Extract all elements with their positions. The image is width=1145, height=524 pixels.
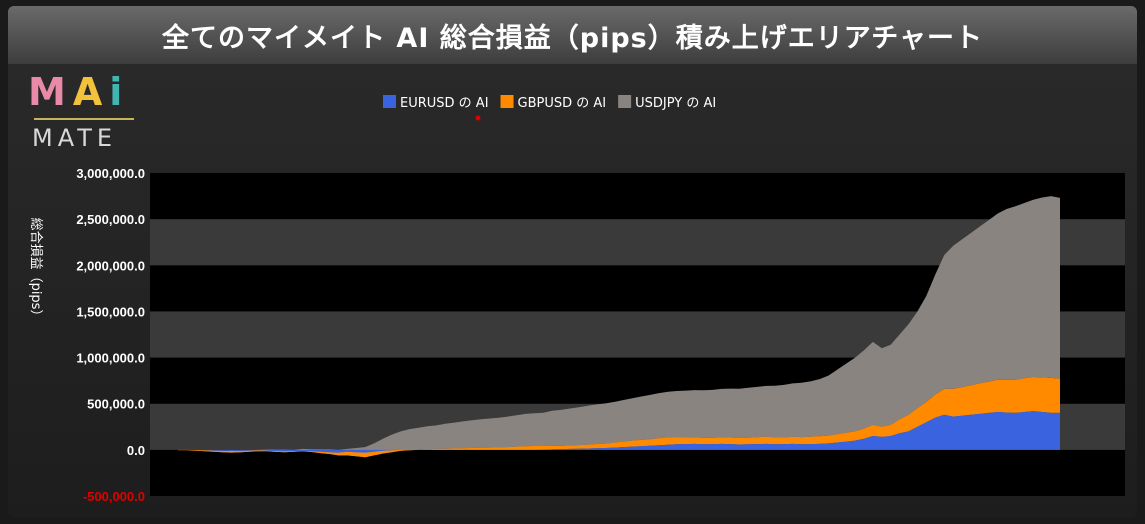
legend-swatch bbox=[618, 95, 632, 108]
logo-i: i bbox=[109, 70, 130, 114]
y-tick-label: -500,000.0 bbox=[83, 489, 145, 504]
y-tick-label: 2,000,000.0 bbox=[76, 258, 145, 273]
logo-rule bbox=[34, 118, 134, 120]
legend-label: USDJPY の AI bbox=[635, 96, 716, 111]
y-tick-label: 1,000,000.0 bbox=[76, 351, 145, 366]
series-area-usdjpy bbox=[178, 196, 1060, 458]
y-axis-label: 総合損益（pips） bbox=[28, 218, 43, 323]
legend-label: EURUSD の AI bbox=[400, 96, 489, 111]
legend-label: GBPUSD の AI bbox=[518, 96, 607, 111]
maimate-logo: MAi MATE bbox=[28, 72, 148, 152]
legend-swatch bbox=[500, 95, 514, 108]
logo-a: A bbox=[72, 70, 110, 114]
logo-m: M bbox=[28, 70, 73, 114]
y-tick-label: 0.0 bbox=[127, 443, 145, 458]
legend-swatch bbox=[383, 95, 396, 108]
series-area-gbpusd bbox=[178, 377, 1060, 458]
plot-band bbox=[150, 173, 1125, 220]
logo-mai: MAi bbox=[28, 72, 148, 112]
chart-title: 全てのマイメイト AI 総合損益（pips）積み上げエリアチャート bbox=[8, 6, 1137, 64]
y-tick-label: 3,000,000.0 bbox=[76, 166, 145, 181]
logo-mate: MATE bbox=[32, 124, 118, 152]
y-tick-label: 500,000.0 bbox=[87, 397, 145, 412]
plot-band bbox=[150, 449, 1125, 496]
y-tick-label: 2,500,000.0 bbox=[76, 212, 145, 227]
y-tick-label: 1,500,000.0 bbox=[76, 304, 145, 319]
legend-dot-marker bbox=[475, 115, 481, 121]
series-area-eurusd bbox=[178, 411, 1060, 453]
